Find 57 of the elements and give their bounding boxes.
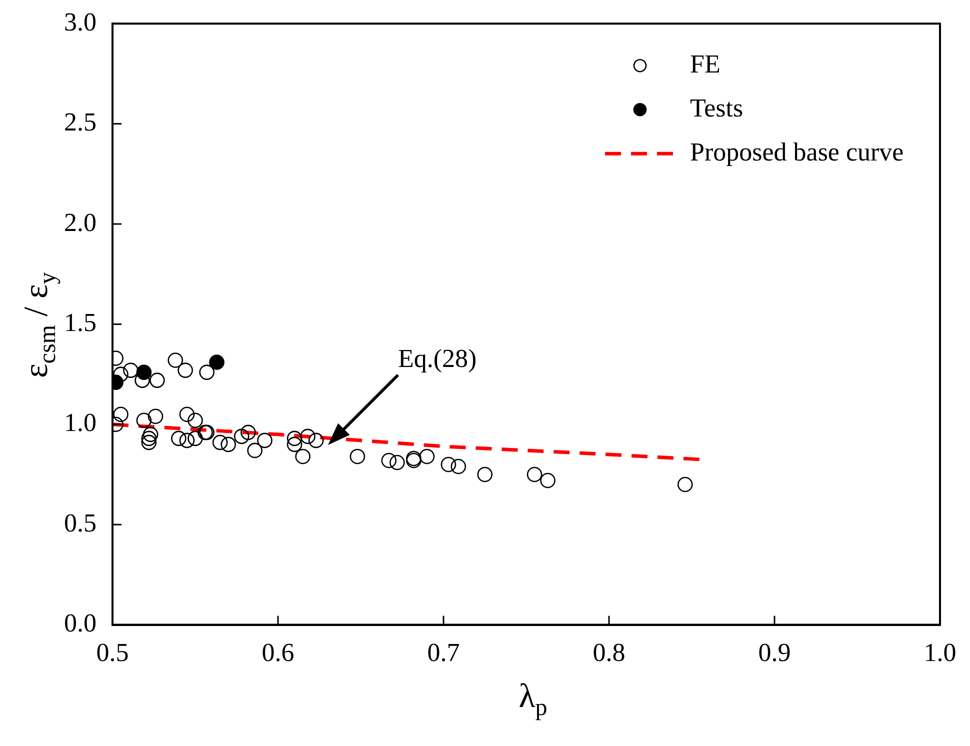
legend-label: FE xyxy=(690,49,720,78)
y-tick-label: 3.0 xyxy=(64,7,96,36)
point xyxy=(308,432,324,448)
point xyxy=(240,424,256,440)
point xyxy=(350,448,366,464)
point xyxy=(220,436,236,452)
x-tick-label: 0.6 xyxy=(262,638,294,668)
point xyxy=(677,476,693,492)
point xyxy=(257,432,272,448)
point xyxy=(179,406,195,422)
point xyxy=(234,428,250,444)
point xyxy=(295,448,310,464)
x-tick-label: 0.5 xyxy=(96,638,129,668)
point xyxy=(188,430,203,446)
point xyxy=(199,364,214,380)
annotation: Eq.(28) xyxy=(398,344,477,374)
point xyxy=(440,456,456,472)
y-tick-label: 2.0 xyxy=(64,208,96,237)
y-tick-label: 0.5 xyxy=(64,508,96,538)
y-tick-label: 2.5 xyxy=(64,108,96,137)
point xyxy=(148,408,164,424)
point xyxy=(113,366,128,382)
point xyxy=(209,354,224,370)
x-tick-label: 0.8 xyxy=(592,638,626,668)
point xyxy=(168,352,184,368)
x-axis-title: λ$_{p}$ xyxy=(518,678,548,722)
point xyxy=(390,454,405,470)
point xyxy=(136,412,152,428)
point xyxy=(381,452,397,468)
point xyxy=(188,412,203,428)
x-tick-label: 0.7 xyxy=(427,638,460,668)
point xyxy=(286,430,302,446)
point xyxy=(477,466,493,482)
point xyxy=(540,472,556,488)
point xyxy=(113,406,128,422)
y-tick-label: 1.5 xyxy=(64,308,96,338)
point xyxy=(178,362,193,378)
point xyxy=(300,428,316,444)
point xyxy=(179,432,195,448)
point xyxy=(150,372,165,388)
x-tick-label: 1.0 xyxy=(924,638,956,668)
point xyxy=(247,442,262,458)
point xyxy=(450,458,466,474)
point xyxy=(141,430,157,446)
legend-label: Tests xyxy=(690,93,744,122)
point xyxy=(141,434,157,450)
x-tick-label: 0.9 xyxy=(758,638,791,668)
y-tick-label: 0.0 xyxy=(64,608,96,638)
point xyxy=(171,430,186,446)
point xyxy=(419,448,435,464)
point xyxy=(123,362,138,378)
legend-label: Proposed base curve xyxy=(690,137,904,166)
point xyxy=(212,434,228,450)
point xyxy=(526,466,542,482)
point xyxy=(142,426,158,442)
point xyxy=(286,436,302,452)
y-tick-label: 1.0 xyxy=(64,408,96,438)
